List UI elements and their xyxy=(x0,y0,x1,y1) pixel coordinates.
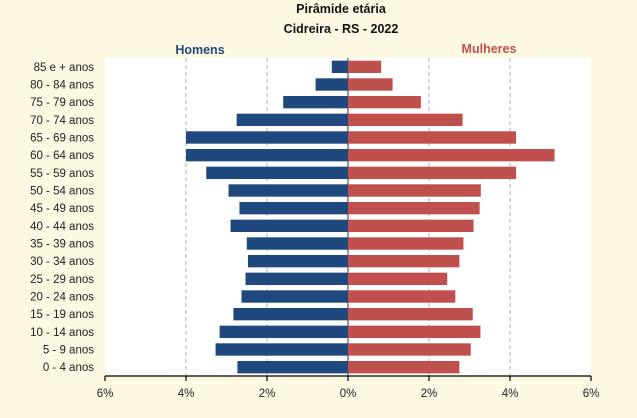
bar-mulheres xyxy=(348,290,456,303)
bar-homens xyxy=(315,78,348,91)
bar-mulheres xyxy=(348,343,471,356)
category-label: 60 - 64 anos xyxy=(30,150,94,162)
bar-homens xyxy=(230,219,348,233)
bar-homens xyxy=(228,184,348,197)
category-label: 65 - 69 anos xyxy=(30,133,94,145)
bar-mulheres xyxy=(348,148,555,162)
bar-mulheres xyxy=(348,325,481,339)
bar-mulheres xyxy=(348,113,463,127)
legend-women-label: Mulheres xyxy=(462,42,517,56)
bar-homens xyxy=(186,131,348,144)
bar-homens xyxy=(219,325,348,339)
bar-mulheres xyxy=(348,95,421,109)
x-tick-label: 6% xyxy=(97,388,114,400)
chart-title: Pirâmide etária xyxy=(296,2,387,16)
bar-homens xyxy=(237,360,348,374)
bar-homens xyxy=(283,95,348,109)
bar-mulheres xyxy=(348,60,382,74)
bar-homens xyxy=(241,290,348,303)
x-tick-label: 2% xyxy=(259,388,276,400)
bar-homens xyxy=(245,272,348,286)
bar-homens xyxy=(236,113,348,127)
category-label: 50 - 54 anos xyxy=(30,186,94,198)
x-tick-label: 6% xyxy=(583,388,600,400)
category-label: 25 - 29 anos xyxy=(30,274,94,286)
bar-mulheres xyxy=(348,219,474,233)
category-label: 20 - 24 anos xyxy=(30,292,94,304)
bar-homens xyxy=(247,254,348,268)
bar-homens xyxy=(215,343,348,356)
bar-homens xyxy=(246,237,348,250)
bar-mulheres xyxy=(348,201,480,215)
category-label: 35 - 39 anos xyxy=(30,239,94,251)
category-label: 45 - 49 anos xyxy=(30,203,94,215)
category-label: 10 - 14 anos xyxy=(30,327,94,339)
bar-mulheres xyxy=(348,254,460,268)
x-tick-label: 0% xyxy=(340,388,357,400)
bar-mulheres xyxy=(348,307,473,321)
x-axis-ticks: 6% 4% 2% 0% 2% 4% 6% xyxy=(97,376,600,400)
bar-homens xyxy=(233,307,348,321)
bar-mulheres xyxy=(348,184,481,197)
bar-homens xyxy=(206,166,348,180)
bar-mulheres xyxy=(348,272,448,286)
category-label: 80 - 84 anos xyxy=(30,80,94,92)
category-label: 85 e + anos xyxy=(34,62,95,74)
x-tick-label: 4% xyxy=(502,388,519,400)
bar-homens xyxy=(186,148,348,162)
bar-mulheres xyxy=(348,360,460,374)
bar-mulheres xyxy=(348,78,393,91)
category-label: 55 - 59 anos xyxy=(30,168,94,180)
x-tick-label: 2% xyxy=(421,388,438,400)
bar-homens xyxy=(239,201,348,215)
category-label: 0 - 4 anos xyxy=(43,362,94,374)
chart-subtitle: Cidreira - RS - 2022 xyxy=(284,22,399,36)
legend-men-label: Homens xyxy=(175,43,224,57)
bar-mulheres xyxy=(348,166,517,180)
bar-mulheres xyxy=(348,131,517,144)
category-label: 40 - 44 anos xyxy=(30,221,94,233)
bars xyxy=(186,60,555,374)
category-label: 5 - 9 anos xyxy=(43,345,94,357)
category-label: 70 - 74 anos xyxy=(30,115,94,127)
category-label: 15 - 19 anos xyxy=(30,309,94,321)
grid-lines xyxy=(185,58,511,376)
category-label: 30 - 34 anos xyxy=(30,256,94,268)
category-labels: 85 e + anos 80 - 84 anos 75 - 79 anos 70 - … xyxy=(30,62,94,374)
x-tick-label: 4% xyxy=(178,388,195,400)
category-label: 75 - 79 anos xyxy=(30,97,94,109)
bar-homens xyxy=(331,60,348,74)
bar-mulheres xyxy=(348,237,464,250)
